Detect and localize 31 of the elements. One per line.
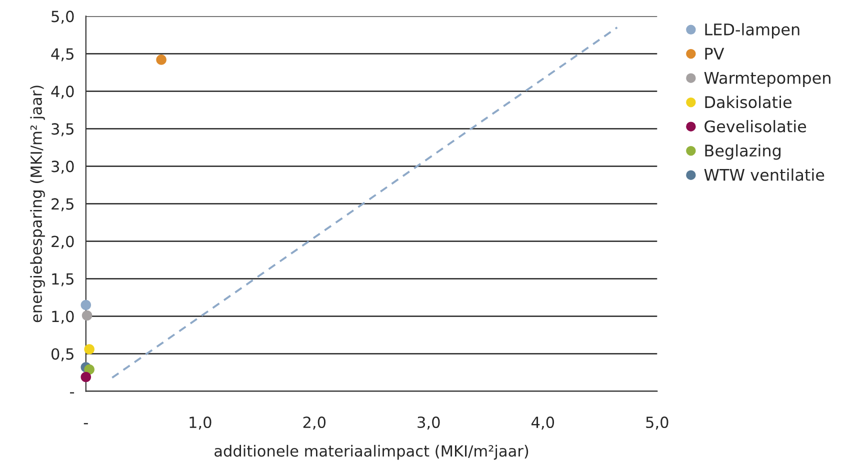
x-tick-label: 5,0 [646, 416, 668, 430]
y-tick-label: 2,0 [52, 236, 74, 249]
legend-label: Dakisolatie [705, 96, 792, 108]
x-tick-label: 1,0 [190, 416, 212, 430]
y-tick-label: 2,5 [52, 198, 74, 212]
y-tick-label: 0,5 [52, 348, 74, 362]
y-tick-label: 1,5 [52, 273, 74, 286]
x-tick-label: 4,0 [531, 416, 554, 430]
point [156, 54, 166, 65]
legend-label: WTW ventilatie [704, 168, 824, 181]
point [80, 300, 92, 310]
legend-label: Warmtepompen [704, 72, 830, 88]
y-axis-title: energiebesparing (MKI/m² jaar) [30, 86, 45, 322]
y-tick-label: 4,0 [51, 86, 74, 99]
x-tick-label: - [84, 423, 88, 424]
x-tick-label: 3,0 [418, 416, 440, 430]
point [84, 344, 94, 354]
y-tick-label: - [70, 392, 74, 394]
y-tick-label: 4,5 [51, 48, 74, 62]
legend-label: Gevelisolatie [704, 120, 806, 132]
point [80, 372, 92, 382]
x-axis-title: additionele materiaalimpact (MKI/m²jaar) [214, 444, 528, 460]
legend-label: PV [705, 48, 724, 60]
y-tick-label: 3,5 [52, 123, 74, 136]
y-tick-label: 3,0 [52, 160, 74, 174]
y-tick-label: 5,0 [52, 10, 74, 24]
point [82, 310, 92, 321]
legend-label: Beglazing [705, 144, 780, 160]
legend-label: LED-lampen [705, 23, 800, 39]
x-tick-label: 2,0 [303, 416, 326, 430]
y-tick-label: 1,0 [52, 310, 74, 324]
